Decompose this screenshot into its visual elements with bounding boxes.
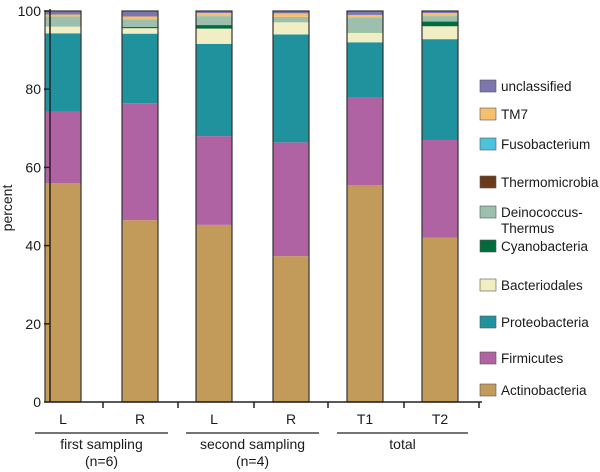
legend-swatch-6 <box>479 278 497 292</box>
legend-label-6: Bacteriodales <box>501 278 583 293</box>
bar-segment-1-2 <box>196 136 232 225</box>
legend-label-9: Actinobacteria <box>501 383 587 398</box>
bar-segment-4-5 <box>422 21 458 27</box>
bar-segment-4-2 <box>196 25 232 29</box>
bar-segment-1-1 <box>122 103 158 221</box>
bar-segment-3-2 <box>196 28 232 44</box>
legend-swatch-8 <box>479 351 497 365</box>
bar-segment-0-2 <box>196 224 232 402</box>
bar-segment-4-1 <box>122 27 158 29</box>
bar-segment-9-4 <box>347 11 383 15</box>
bar-segment-5-5 <box>422 16 458 22</box>
legend-label-7: Proteobacteria <box>501 315 589 330</box>
legend-label-4: Deinococcus- <box>501 205 583 220</box>
bar-segment-3-0 <box>45 26 81 34</box>
bar-segment-9-5 <box>422 11 458 13</box>
legend-swatch-9 <box>479 383 497 397</box>
y-axis-label: percent <box>0 185 15 232</box>
bar-segment-8-1 <box>122 16 158 20</box>
group-label-0: first sampling <box>60 436 142 452</box>
legend-label-5: Cyanobacteria <box>501 239 589 254</box>
bar-segment-2-1 <box>122 33 158 104</box>
bar-segment-9-3 <box>273 11 309 14</box>
bar-segment-1-0 <box>45 111 81 184</box>
x-tick-label-4: T1 <box>357 411 374 427</box>
bar-segment-8-0 <box>45 14 81 17</box>
bar-segment-8-5 <box>422 12 458 17</box>
bar-segment-2-4 <box>347 42 383 98</box>
y-tick-label-40: 40 <box>25 238 41 254</box>
legend-swatch-0 <box>479 79 497 93</box>
axes-layer: 0 20 40 60 80 100 L R L R T1 T2 first sampling(n=6) s… <box>18 3 482 469</box>
bar-segment-8-4 <box>347 14 383 18</box>
x-tick-label-0: L <box>59 411 67 427</box>
bar-segment-0-4 <box>347 184 383 402</box>
bar-segment-9-0 <box>45 11 81 15</box>
x-tick-label-3: R <box>286 411 296 427</box>
y-tick-label-20: 20 <box>25 316 41 332</box>
bar-segment-5-1 <box>122 19 158 28</box>
legend-label-3: Thermomicrobia <box>501 175 599 190</box>
bar-segment-2-5 <box>422 39 458 141</box>
bar-segment-8-3 <box>273 13 309 17</box>
legend-label-1: TM7 <box>501 107 528 122</box>
bar-segment-3-3 <box>273 22 309 35</box>
y-tick-label-60: 60 <box>25 159 41 175</box>
legend-swatch-1 <box>479 107 497 121</box>
group-sublabel-1: (n=4) <box>236 453 269 469</box>
bar-segment-2-0 <box>45 33 81 112</box>
group-label-1: second sampling <box>200 436 305 452</box>
bar-segment-0-3 <box>273 256 309 402</box>
legend-label-2: Fusobacterium <box>501 137 590 152</box>
bar-segment-1-4 <box>347 97 383 185</box>
group-label-2: total <box>389 436 415 452</box>
x-tick-label-1: R <box>135 411 145 427</box>
bar-segment-9-2 <box>196 11 232 13</box>
x-tick-label-2: L <box>210 411 218 427</box>
bar-segment-8-2 <box>196 12 232 17</box>
legend-label-0: unclassified <box>501 79 572 94</box>
x-tick-label-5: T2 <box>432 411 449 427</box>
bar-segment-5-2 <box>196 16 232 26</box>
group-sublabel-0: (n=6) <box>85 453 118 469</box>
bars-layer <box>44 10 459 403</box>
bar-segment-0-0 <box>45 183 81 402</box>
bar-segment-0-5 <box>422 237 458 402</box>
legend-swatch-5 <box>479 239 497 253</box>
bar-segment-5-0 <box>45 16 81 27</box>
bar-segment-9-1 <box>122 11 158 17</box>
y-tick-label-80: 80 <box>25 81 41 97</box>
bar-segment-2-3 <box>273 34 309 143</box>
legend-swatch-7 <box>479 315 497 329</box>
y-tick-label-100: 100 <box>18 3 42 19</box>
bar-segment-3-1 <box>122 28 158 34</box>
legend-label-4-cont: Thermus <box>501 221 555 236</box>
bar-segment-0-1 <box>122 220 158 402</box>
bar-segment-5-3 <box>273 16 309 23</box>
legend-label-8: Firmicutes <box>501 351 564 366</box>
bar-segment-1-5 <box>422 140 458 238</box>
bar-segment-5-4 <box>347 17 383 33</box>
legend-swatch-4 <box>479 205 497 219</box>
legend-swatch-2 <box>479 137 497 151</box>
bar-segment-3-4 <box>347 32 383 43</box>
bar-segment-1-3 <box>273 142 309 257</box>
bar-segment-3-5 <box>422 26 458 40</box>
legend: unclassified TM7 Fusobacterium Thermomicrob… <box>479 79 599 398</box>
legend-swatch-3 <box>479 175 497 189</box>
bar-segment-2-2 <box>196 43 232 137</box>
y-tick-label-0: 0 <box>33 394 41 410</box>
